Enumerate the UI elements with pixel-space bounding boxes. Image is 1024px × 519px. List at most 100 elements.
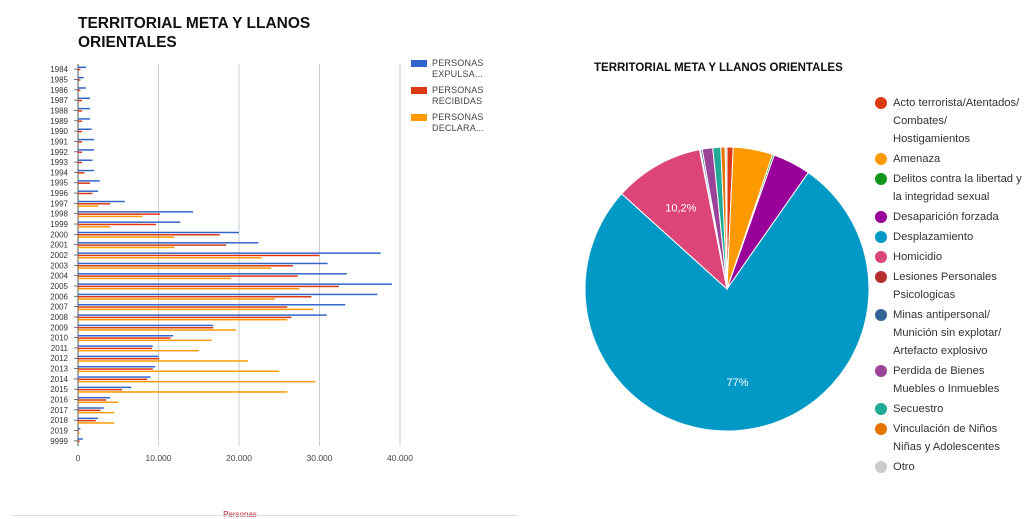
bar: [78, 422, 115, 424]
bar: [78, 190, 99, 192]
bar: [78, 110, 83, 112]
bar-x-axis-title: Personas: [200, 510, 280, 519]
bar: [78, 365, 156, 368]
bar: [78, 68, 81, 71]
x-tick-label: 0: [76, 453, 81, 463]
bar: [78, 138, 95, 141]
bar: [78, 304, 346, 306]
bar: [78, 432, 80, 435]
y-tick-label: 1989: [50, 117, 68, 126]
legend-label: Desaparición forzada: [893, 211, 999, 223]
bar: [78, 182, 91, 184]
legend-label: Amenaza: [893, 153, 941, 165]
y-tick-label: 2003: [50, 261, 68, 270]
bar: [78, 205, 99, 207]
legend-item: Homicidio: [875, 248, 1024, 266]
y-tick-label: 2009: [50, 323, 68, 332]
pie-slice-label: 77%: [727, 377, 749, 389]
legend-label: Acto terrorista/Atentados/ Combates/ Hos…: [893, 97, 1020, 145]
y-tick-label: 1997: [50, 199, 68, 208]
bar: [78, 283, 392, 285]
bar: [78, 221, 181, 223]
y-tick-label: 2002: [50, 251, 68, 260]
bar: [78, 161, 83, 164]
y-tick-label: 1987: [50, 96, 68, 105]
bar: [78, 334, 173, 337]
pie-slice: [724, 146, 728, 290]
legend-item: PERSONAS DECLARA...: [411, 112, 511, 134]
legend-dot: [875, 97, 887, 109]
bar: [78, 306, 288, 308]
bar: [78, 231, 239, 234]
y-tick-label: 2016: [50, 396, 68, 405]
y-tick-label: 1994: [50, 168, 68, 177]
legend-dot: [875, 403, 887, 415]
y-tick-label: 1986: [50, 86, 68, 95]
bar: [78, 277, 231, 280]
bar: [78, 339, 212, 342]
legend-dot: [875, 251, 887, 263]
bar: [78, 293, 378, 296]
bar: [78, 388, 123, 391]
bar: [78, 391, 288, 393]
bar: [78, 76, 84, 79]
bar: [78, 211, 194, 213]
pie-slice-label: 10,2%: [665, 202, 696, 214]
legend-dot: [875, 309, 887, 321]
bar: [78, 275, 298, 277]
bar: [78, 337, 171, 339]
bar: [78, 262, 328, 265]
legend-dot: [875, 423, 887, 435]
legend-label: Secuestro: [893, 403, 944, 415]
bar: [78, 200, 125, 203]
legend-swatch: [411, 60, 427, 67]
bar: [78, 215, 143, 218]
bar: [78, 234, 220, 236]
legend-dot: [875, 365, 887, 377]
legend-item: Desaparición forzada: [875, 208, 1024, 226]
bar: [78, 376, 151, 378]
y-tick-label: 1992: [50, 148, 68, 157]
y-tick-label: 1996: [50, 189, 68, 198]
y-tick-label: 2010: [50, 334, 68, 343]
legend-label: Lesiones Personales Psicologicas: [893, 271, 997, 301]
y-tick-label: 1984: [50, 65, 68, 74]
legend-item: Lesiones Personales Psicologicas: [875, 268, 1024, 304]
bar-chart: 0 10.000 20.000 30.000 40.000198419851986198…: [50, 64, 413, 463]
legend-label: PERSONAS RECIBIDAS: [432, 85, 484, 106]
bar: [78, 314, 327, 316]
bar: [78, 401, 119, 404]
legend-item: Otro: [875, 458, 1024, 476]
legend-item: Delitos contra la libertad y la integrid…: [875, 170, 1024, 206]
bar: [78, 409, 101, 412]
bar: [78, 265, 293, 267]
pie-chart-legend: Acto terrorista/Atentados/ Combates/ Hos…: [875, 94, 1024, 478]
legend-dot: [875, 211, 887, 223]
y-tick-label: 2004: [50, 272, 68, 281]
pie-chart: 77% 10,2%: [584, 146, 870, 432]
bar: [78, 87, 87, 89]
bar: [78, 128, 92, 131]
legend-item: Minas antipersonal/ Munición sin explota…: [875, 306, 1024, 360]
bar: [78, 169, 95, 172]
y-tick-label: 2005: [50, 282, 68, 291]
bar: [78, 349, 199, 352]
bar: [78, 345, 153, 347]
bar: [78, 440, 80, 443]
bar: [78, 308, 314, 311]
x-tick-label: 20.000: [226, 453, 252, 463]
legend-label: PERSONAS DECLARA...: [432, 112, 485, 133]
bar: [78, 254, 320, 257]
bar: [78, 326, 214, 329]
bar: [78, 295, 312, 298]
bar: [78, 360, 248, 362]
bar: [78, 159, 93, 161]
bar: [78, 368, 153, 370]
legend-label: PERSONAS EXPULSA...: [432, 58, 484, 79]
y-tick-label: 2006: [50, 292, 68, 301]
legend-dot: [875, 461, 887, 473]
legend-swatch: [411, 87, 427, 94]
bar: [78, 287, 300, 290]
bar: [78, 396, 111, 399]
legend-item: PERSONAS RECIBIDAS: [411, 85, 511, 107]
